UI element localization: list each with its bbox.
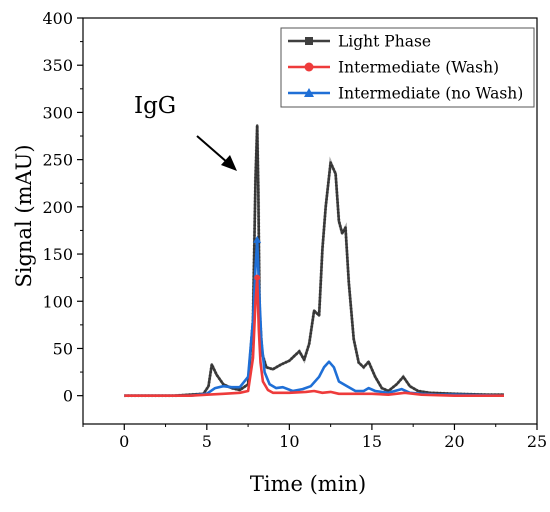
series-line-intermediate-wash	[124, 276, 504, 398]
x-tick-label: 5	[202, 432, 212, 451]
igg-annotation-arrow-shaft	[196, 135, 229, 164]
igg-annotation-label: IgG	[134, 93, 176, 119]
igg-annotation: IgG	[134, 93, 237, 171]
y-tick-label: 0	[63, 387, 73, 406]
x-tick-label: 20	[444, 432, 464, 451]
y-tick-label: 400	[42, 9, 73, 28]
y-tick-label: 250	[42, 151, 73, 170]
plot-frame	[82, 17, 538, 425]
legend: Light Phase Intermediate (Wash) Intermedia…	[280, 27, 535, 108]
x-axis-title: Time (min)	[250, 472, 366, 496]
legend-marker-circle	[304, 62, 314, 72]
igg-annotation-arrowhead	[221, 155, 237, 171]
series-layer	[124, 124, 505, 398]
x-axis-ticks: 0 5 10 15 20 25	[82, 424, 547, 451]
series-line-intermediate-no-wash	[124, 238, 505, 398]
series-markers-light-phase	[124, 125, 504, 398]
legend-marker-square	[305, 37, 313, 45]
y-tick-label: 300	[42, 103, 73, 122]
y-tick-label: 350	[42, 56, 73, 75]
x-tick-label: 15	[362, 432, 382, 451]
legend-marker-triangle	[304, 88, 314, 97]
x-tick-label: 10	[279, 432, 299, 451]
x-tick-label: 25	[527, 432, 547, 451]
legend-label: Light Phase	[338, 33, 431, 51]
legend-label: Intermediate (no Wash)	[338, 85, 523, 103]
x-tick-label: 0	[119, 432, 129, 451]
series-line-light-phase	[124, 124, 504, 398]
data-point-intermediate-no-wash	[253, 235, 262, 243]
data-point-intermediate-wash	[254, 274, 261, 281]
y-tick-label: 200	[42, 198, 73, 217]
y-tick-label: 100	[42, 292, 73, 311]
y-axis-ticks: 0 50 100 150 200 250 300 350 400	[42, 9, 83, 406]
y-tick-label: 150	[42, 245, 73, 264]
plot-area-border	[82, 17, 538, 425]
y-tick-label: 50	[53, 339, 73, 358]
y-axis-title: Signal (mAU)	[12, 144, 36, 287]
legend-label: Intermediate (Wash)	[338, 59, 499, 77]
